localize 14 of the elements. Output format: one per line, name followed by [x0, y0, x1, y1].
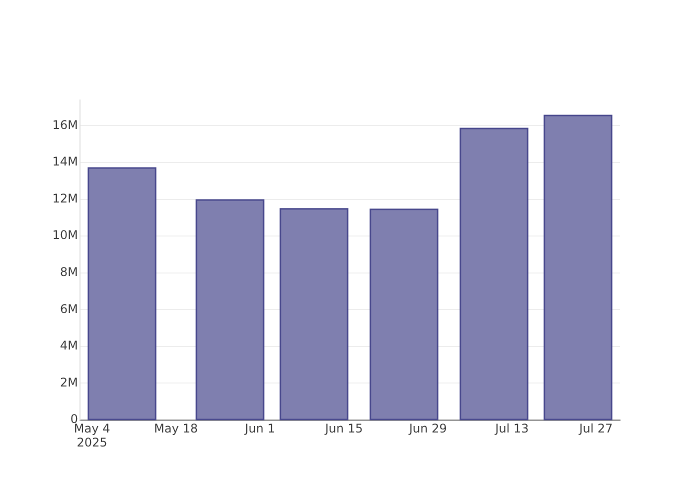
x-tick-label: May 18 — [154, 421, 198, 436]
y-tick-label: 14M — [52, 154, 78, 169]
y-tick-label: 8M — [60, 265, 78, 279]
y-tick-label: 4M — [60, 338, 78, 353]
y-tick-label: 12M — [52, 191, 78, 206]
x-tick-label: Jun 29 — [408, 421, 447, 436]
x-tick-label: Jul 27 — [578, 421, 613, 436]
x-tick-label: Jun 15 — [324, 421, 363, 436]
y-tick-label: 2M — [60, 375, 78, 390]
x-tick-label: Jul 13 — [494, 421, 529, 436]
y-tick-label: 6M — [60, 302, 78, 316]
y-tick-label: 10M — [52, 228, 78, 242]
x-tick-label: Jun 1 — [244, 421, 276, 436]
y-tick-label: 16M — [52, 118, 78, 132]
